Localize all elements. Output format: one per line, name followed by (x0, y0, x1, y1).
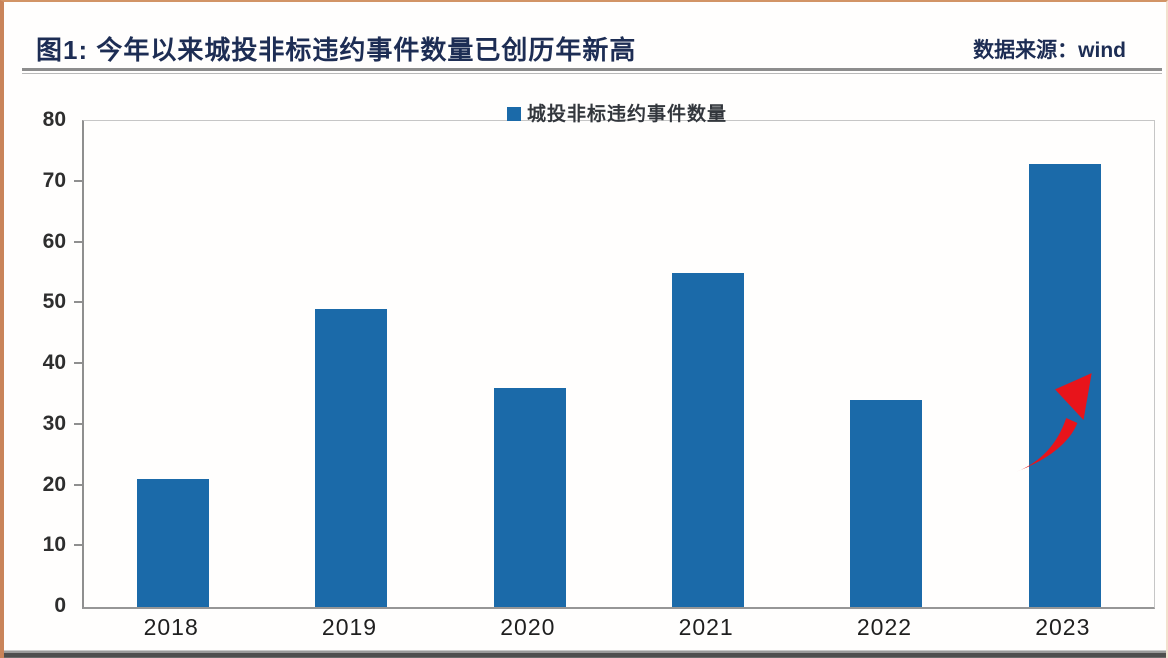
x-label-2021: 2021 (678, 614, 734, 640)
y-tick-label-0: 0 (54, 594, 66, 617)
bar-2021 (672, 272, 745, 607)
bar-slot-2018 (84, 121, 262, 607)
bar-slot-2022 (797, 121, 975, 607)
x-label-2018: 2018 (143, 614, 199, 640)
y-tick-label-80: 80 (42, 108, 66, 131)
x-label-2023: 2023 (1035, 614, 1091, 640)
bar-2018 (137, 479, 210, 607)
y-tick-mark-70 (74, 179, 82, 182)
bar-slot-2023 (976, 121, 1154, 607)
trend-up-arrow (1013, 373, 1092, 473)
y-tick-label-20: 20 (42, 472, 66, 496)
y-tick-label-50: 50 (42, 290, 66, 314)
bar-2022 (850, 400, 923, 607)
legend-label: 城投非标违约事件数量 (526, 104, 727, 125)
y-tick-mark-10 (74, 544, 82, 547)
x-label-2022: 2022 (856, 614, 913, 640)
y-tick-mark-60 (74, 240, 82, 243)
data-source: 数据来源：wind (973, 39, 1126, 62)
bars-container (84, 121, 1154, 607)
bar-2019 (315, 309, 388, 607)
bar-slot-2020 (441, 121, 619, 607)
y-tick-label-70: 70 (42, 168, 66, 192)
y-tick-label-30: 30 (42, 411, 66, 435)
chart-legend: 城投非标违约事件数量 (82, 99, 1152, 126)
y-tick-mark-30 (74, 422, 82, 425)
bar-slot-2019 (262, 121, 440, 607)
x-axis-labels: 2018 2019 2020 2021 2022 2023 (82, 614, 1152, 641)
y-tick-mark-40 (74, 362, 82, 364)
y-tick-mark-50 (74, 301, 82, 304)
bottom-divider (4, 650, 1166, 658)
bar-2020 (493, 388, 566, 607)
x-label-2020: 2020 (500, 614, 556, 640)
title-divider (22, 68, 1162, 74)
x-label-2019: 2019 (321, 614, 378, 640)
y-tick-label-10: 10 (42, 533, 66, 557)
y-tick-mark-20 (74, 483, 82, 486)
legend-marker-icon (506, 107, 521, 121)
figure-title: 图1: 今年以来城投非标违约事件数量已创历年新高 (36, 35, 637, 65)
plot-area (82, 120, 1155, 609)
y-tick-label-40: 40 (42, 351, 66, 374)
bar-slot-2021 (619, 121, 797, 607)
y-tick-label-60: 60 (42, 229, 66, 253)
